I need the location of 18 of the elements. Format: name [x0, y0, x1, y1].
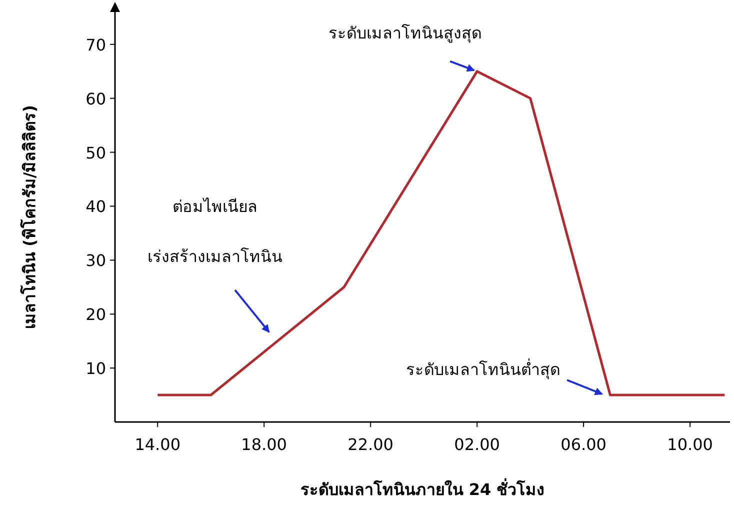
y-tick-label: 10	[86, 359, 106, 378]
x-axis-title: ระดับเมลาโทนินภายใน 24 ชั่วโมง	[300, 478, 545, 499]
text: ต่อมไพเนียล เร่งสร้างเมลาโทนิน	[148, 197, 282, 266]
y-tick-label: 30	[86, 251, 106, 270]
y-axis-title: เมลาโทนิน (พิโคกรัม/มิลลิลิตร)	[19, 104, 39, 330]
annotation: ระดับเมลาโทนินต่ำสุด	[406, 358, 560, 380]
x-tick-label: 06.00	[560, 435, 606, 454]
y-tick-label: 20	[86, 305, 106, 324]
x-tick-label: 02.00	[454, 435, 500, 454]
x-tick-label: 10.00	[667, 435, 713, 454]
x-tick-label: 18.00	[241, 435, 287, 454]
x-tick-label: 22.00	[348, 435, 394, 454]
x-tick-label: 14.00	[134, 435, 181, 454]
y-tick-label: 50	[86, 143, 106, 162]
y-tick-label: 40	[86, 197, 106, 216]
y-tick-label: 70	[86, 35, 106, 54]
annotation: ระดับเมลาโทนินสูงสุด	[328, 23, 482, 44]
y-tick-label: 60	[86, 89, 106, 108]
